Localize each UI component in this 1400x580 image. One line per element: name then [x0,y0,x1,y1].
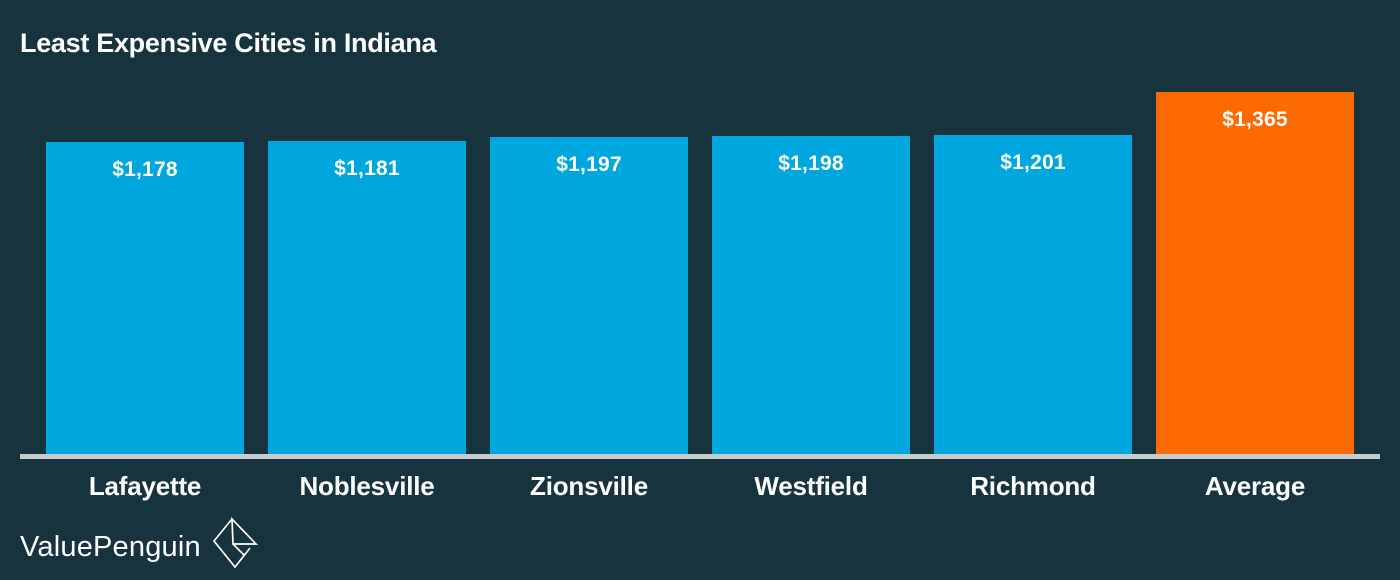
valuepenguin-wordmark: ValuePenguin [20,530,201,563]
bar-lafayette: $1,178 [46,142,244,454]
bar-value-label: $1,201 [1000,151,1066,174]
bar-value-label: $1,197 [556,153,622,176]
bar-zionsville: $1,197 [490,137,688,454]
valuepenguin-logo-icon [212,516,258,569]
x-axis-baseline [20,454,1380,459]
bar-value-label: $1,181 [334,157,400,180]
x-axis-label-richmond: Richmond [970,471,1096,501]
bar-richmond: $1,201 [934,135,1132,454]
bar-westfield: $1,198 [712,136,910,454]
chart-title: Least Expensive Cities in Indiana [20,28,437,58]
x-axis-label-lafayette: Lafayette [88,471,202,501]
x-axis-label-westfield: Westfield [754,471,868,501]
x-axis-label-noblesville: Noblesville [299,471,435,501]
bar-value-label: $1,198 [778,152,844,175]
x-axis-label-zionsville: Zionsville [530,471,648,501]
brand-footer: ValuePenguin [20,516,259,570]
bar-noblesville: $1,181 [268,141,466,454]
bar-value-label: $1,178 [112,158,178,181]
x-axis-label-average: Average [1204,471,1306,501]
bar-average: $1,365 [1156,92,1354,454]
bar-value-label: $1,365 [1222,108,1288,131]
